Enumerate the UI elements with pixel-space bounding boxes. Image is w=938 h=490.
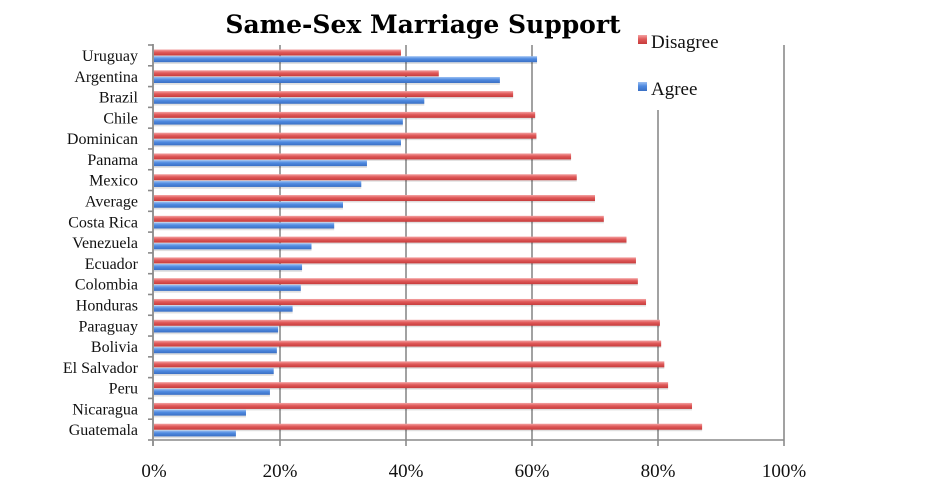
bar-disagree-argentina: [154, 70, 439, 77]
bar-agree-panama: [154, 160, 367, 167]
bar-disagree-peru: [154, 382, 669, 389]
bar-agree-brazil: [154, 97, 425, 104]
category-labels: Uruguay Argentina Brazil Chile Dominican Pana…: [63, 48, 139, 439]
x-tick-label: 40%: [389, 461, 424, 482]
category-label: Uruguay: [82, 48, 138, 65]
bar-agree-venezuela: [154, 243, 312, 250]
x-tick-label: 80%: [641, 461, 676, 482]
bar-disagree-el-salvador: [154, 361, 665, 368]
bar-agree-costa-rica: [154, 222, 335, 229]
bar-disagree-chile: [154, 111, 536, 118]
x-tick-label: 60%: [515, 461, 550, 482]
bar-disagree-costa-rica: [154, 215, 604, 222]
category-label: Guatemala: [69, 422, 138, 439]
category-label: Chile: [103, 110, 138, 127]
x-tick-label: 20%: [263, 461, 298, 482]
legend: Disagree Agree: [638, 32, 719, 100]
bar-disagree-venezuela: [154, 236, 627, 243]
category-label: Brazil: [99, 90, 139, 107]
bar-disagree-mexico: [154, 174, 577, 181]
category-label: El Salvador: [63, 360, 139, 377]
bar-disagree-brazil: [154, 91, 514, 98]
y-axis: [148, 44, 784, 446]
bar-agree-argentina: [154, 76, 500, 83]
bar-disagree-ecuador: [154, 257, 636, 264]
bar-disagree-paraguay: [154, 319, 660, 326]
bar-agree-colombia: [154, 284, 301, 291]
chart-title: Same-Sex Marriage Support: [225, 10, 621, 39]
bar-agree-dominican: [154, 139, 401, 146]
category-label: Bolivia: [91, 339, 138, 356]
bar-disagree-dominican: [154, 132, 537, 139]
x-tick-labels: 0% 20% 40% 60% 80% 100%: [141, 461, 806, 482]
bar-agree-chile: [154, 118, 403, 125]
bar-agree-ecuador: [154, 264, 303, 271]
bar-agree-uruguay: [154, 56, 538, 63]
bar-disagree-uruguay: [154, 49, 401, 56]
category-label: Venezuela: [72, 235, 138, 252]
category-label: Colombia: [75, 277, 138, 294]
category-label: Peru: [109, 381, 138, 398]
bars: [154, 49, 703, 439]
bar-agree-peru: [154, 388, 270, 395]
bar-agree-el-salvador: [154, 368, 274, 375]
bar-agree-average: [154, 201, 343, 208]
legend-label-disagree: Disagree: [651, 32, 719, 53]
category-label: Costa Rica: [68, 214, 138, 231]
category-label: Ecuador: [85, 256, 139, 273]
x-tick-label: 100%: [762, 461, 807, 482]
category-label: Average: [85, 194, 138, 211]
bar-disagree-guatemala: [154, 423, 703, 430]
bar-agree-nicaragua: [154, 409, 246, 416]
legend-swatch-agree: [638, 82, 647, 91]
legend-label-agree: Agree: [651, 79, 697, 100]
bar-agree-guatemala: [154, 430, 236, 437]
category-label: Panama: [87, 152, 138, 169]
bar-agree-paraguay: [154, 326, 279, 333]
bar-disagree-average: [154, 195, 595, 202]
category-label: Honduras: [76, 297, 138, 314]
x-tick-label: 0%: [141, 461, 167, 482]
category-label: Nicaragua: [72, 401, 138, 418]
category-label: Mexico: [89, 173, 138, 190]
legend-swatch-disagree: [638, 35, 647, 44]
bar-disagree-colombia: [154, 278, 638, 285]
category-label: Dominican: [67, 131, 138, 148]
category-label: Argentina: [74, 69, 138, 86]
bar-disagree-nicaragua: [154, 402, 693, 409]
bar-disagree-honduras: [154, 298, 647, 305]
category-label: Paraguay: [78, 318, 138, 335]
bar-disagree-panama: [154, 153, 572, 160]
bar-disagree-bolivia: [154, 340, 662, 347]
bar-agree-honduras: [154, 305, 293, 312]
bar-agree-mexico: [154, 180, 362, 187]
bar-agree-bolivia: [154, 347, 277, 354]
